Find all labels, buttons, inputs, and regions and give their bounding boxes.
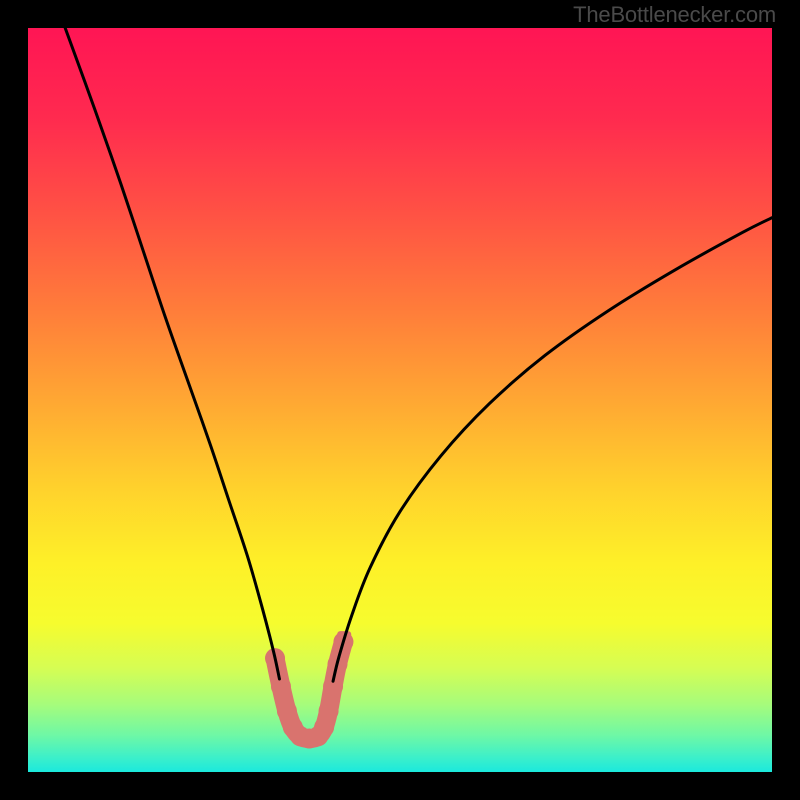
watermark-text: TheBottlenecker.com [573, 2, 776, 28]
chart-frame: TheBottlenecker.com [0, 0, 800, 800]
plot-svg [28, 28, 772, 772]
gradient-background [28, 28, 772, 772]
